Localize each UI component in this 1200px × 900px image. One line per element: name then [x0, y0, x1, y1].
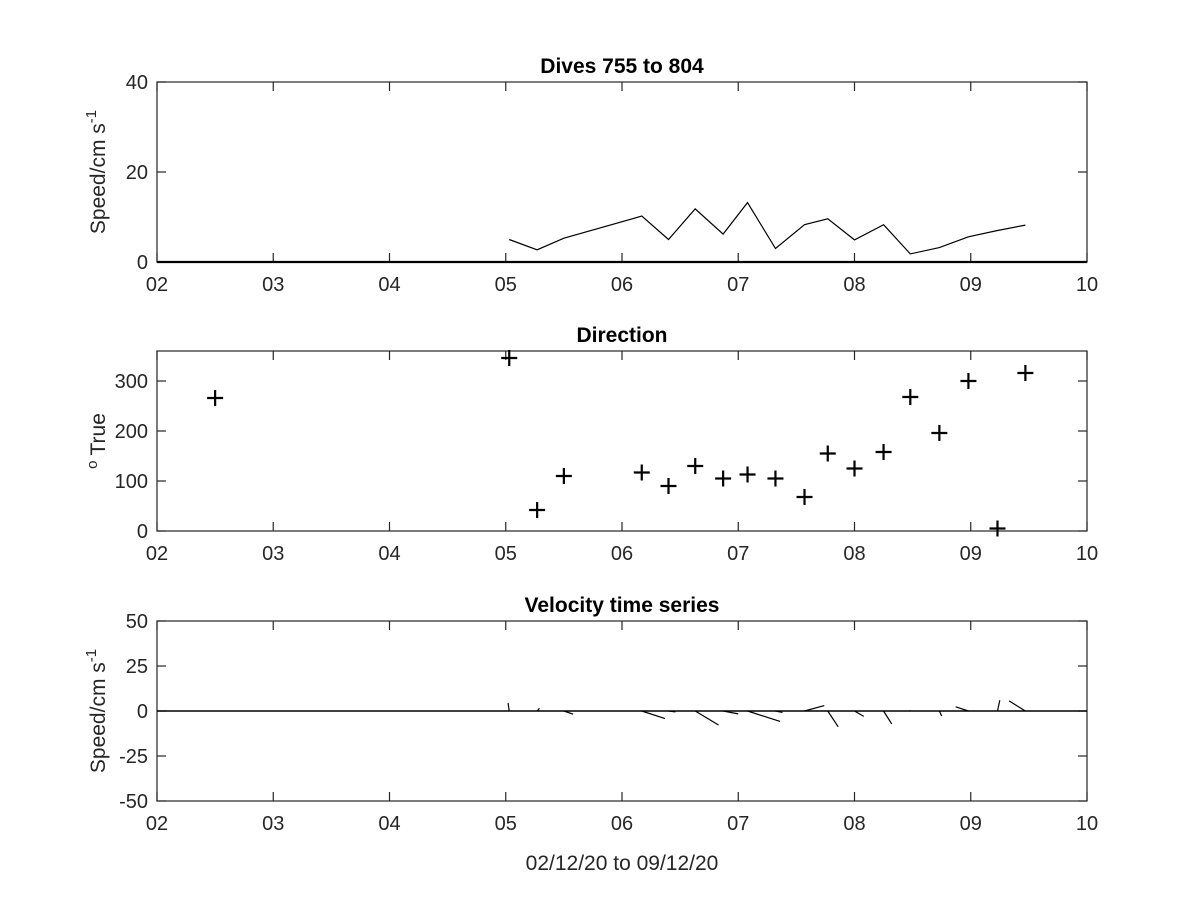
- p1-y-tick-label: 100: [115, 471, 148, 493]
- p2-y-axis-label: Speed/cm s-1: [83, 649, 110, 773]
- p2-velocity-stick: [1008, 700, 1026, 712]
- p2-velocity-stick: [563, 710, 574, 715]
- p0-x-tick-label: 06: [611, 274, 633, 296]
- p2-y-tick-label: 25: [126, 656, 148, 678]
- p1-axes-frame: [156, 350, 1088, 532]
- p1-x-tick-label: 04: [378, 543, 400, 565]
- p1-x-tick-label: 10: [1076, 543, 1098, 565]
- p0-axes-frame: [156, 81, 1088, 263]
- p2-velocity-stick: [996, 700, 1001, 712]
- p0-title: Dives 755 to 804: [540, 55, 704, 78]
- p1-direction-point: [846, 460, 863, 477]
- p0-x-tick-label: 09: [960, 274, 982, 296]
- p2-y-axis-label-sup: -1: [83, 649, 100, 662]
- p1-direction-point: [1017, 365, 1034, 381]
- p0-x-tick-label: 07: [727, 274, 749, 296]
- p1-x-tick-label: 02: [146, 543, 168, 565]
- p0-x-tick-label: 08: [843, 274, 865, 296]
- p1-direction-point: [633, 464, 650, 481]
- p1-direction-point: [660, 478, 677, 494]
- p0-y-tick-label: 20: [126, 162, 148, 184]
- p1-direction-point: [819, 445, 836, 462]
- p2-velocity-stick: [775, 710, 783, 714]
- p2-velocity-stick: [854, 710, 865, 717]
- p2-x-tick-label: 09: [960, 813, 982, 835]
- speed-panel: Dives 755 to 804 02 03 04 05 06 07 08 09 10 0 20 40 S…: [83, 55, 1098, 296]
- p0-x-tick-label: 02: [146, 274, 168, 296]
- p2-x-tick-label: 04: [378, 813, 400, 835]
- p1-direction-point: [960, 373, 977, 389]
- p2-x-tick-label: 07: [727, 813, 749, 835]
- p1-direction-point: [715, 470, 732, 487]
- p0-x-tick-label: 03: [262, 274, 284, 296]
- p1-direction-point: [875, 444, 892, 460]
- x-axis-label: 02/12/20 to 09/12/20: [526, 852, 719, 875]
- p1-title: Direction: [576, 324, 667, 347]
- p2-velocity-stick: [827, 710, 839, 728]
- p0-x-tick-label: 10: [1076, 274, 1098, 296]
- p1-direction-point: [501, 350, 518, 366]
- p1-y-tick-label: 300: [115, 371, 148, 393]
- p2-y-tick-label: 0: [137, 701, 148, 723]
- p1-direction-point: [555, 468, 572, 484]
- p2-y-axis-label-main: Speed/cm s: [87, 662, 110, 773]
- p1-direction-point: [796, 489, 813, 505]
- p2-velocity-stick: [804, 705, 825, 712]
- p1-direction-point: [687, 458, 704, 474]
- velocity-panel: Velocity time series 02 03 04 05 06 07 08 09 10 -5…: [83, 594, 1098, 835]
- p1-direction-point: [739, 466, 756, 483]
- p2-title: Velocity time series: [525, 594, 720, 617]
- p1-x-tick-label: 05: [495, 543, 517, 565]
- p1-x-tick-label: 08: [843, 543, 865, 565]
- p2-x-tick-label: 03: [262, 813, 284, 835]
- p1-direction-point: [207, 390, 224, 406]
- p2-velocity-stick: [883, 710, 893, 725]
- p1-y-tick-label: 200: [115, 421, 148, 443]
- p2-x-tick-label: 10: [1076, 813, 1098, 835]
- p1-y-axis-label: o True: [84, 413, 110, 469]
- p0-x-tick-label: 04: [378, 274, 400, 296]
- p2-y-tick-label: -25: [119, 746, 148, 768]
- p1-x-tick-label: 06: [611, 543, 633, 565]
- p1-x-tick-label: 09: [960, 543, 982, 565]
- p1-direction-point: [931, 425, 948, 441]
- p0-y-tick-label: 0: [137, 252, 148, 274]
- p2-x-tick-label: 05: [495, 813, 517, 835]
- p1-x-tick-label: 07: [727, 543, 749, 565]
- p2-x-tick-label: 06: [611, 813, 633, 835]
- p2-y-tick-label: 50: [126, 611, 148, 633]
- p1-x-tick-label: 03: [262, 543, 284, 565]
- p2-y-tick-label: -50: [119, 791, 148, 813]
- p2-velocity-stick: [536, 707, 540, 712]
- p2-velocity-stick: [694, 710, 719, 726]
- p1-y-tick-label: 0: [137, 521, 148, 543]
- p0-y-axis-label: Speed/cm s-1: [83, 110, 110, 234]
- p2-velocity-stick: [747, 710, 781, 723]
- p1-direction-point: [902, 389, 919, 405]
- p0-speed-series-line: [508, 201, 1026, 255]
- p1-y-axis-label-main: True: [87, 413, 110, 455]
- p1-direction-point: [529, 502, 546, 518]
- p0-y-axis-label-sup: -1: [83, 110, 100, 123]
- p1-direction-point: [767, 470, 784, 487]
- p0-y-tick-label: 40: [126, 72, 148, 94]
- p2-x-tick-label: 02: [146, 813, 168, 835]
- p0-y-axis-label-main: Speed/cm s: [87, 123, 110, 234]
- p2-velocity-stick: [723, 710, 739, 715]
- p2-x-tick-label: 08: [843, 813, 865, 835]
- p1-y-axis-label-sup: o: [84, 461, 101, 469]
- p2-velocity-stick: [938, 710, 943, 717]
- p2-velocity-stick: [955, 706, 969, 712]
- p2-velocity-stick: [641, 710, 666, 720]
- p1-direction-point: [989, 520, 1006, 537]
- p2-velocity-stick: [507, 702, 510, 712]
- p2-velocity-stick: [668, 710, 676, 713]
- p0-x-tick-label: 05: [495, 274, 517, 296]
